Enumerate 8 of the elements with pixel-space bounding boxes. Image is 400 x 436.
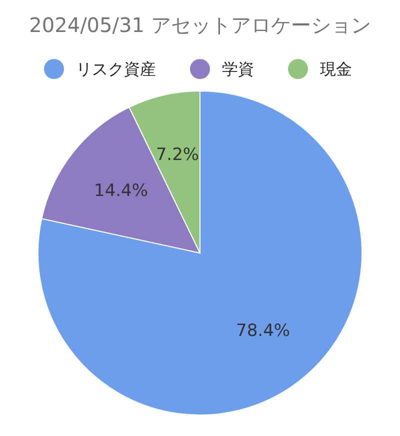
data-label: 7.2%: [156, 145, 200, 166]
chart-title: 2024/05/31 アセットアロケーション: [29, 13, 371, 37]
legend-label: 現金: [320, 60, 352, 78]
pie-slice: [38, 90, 362, 416]
data-label: 78.4%: [236, 321, 290, 342]
legend-label: 学資: [222, 60, 254, 78]
data-label: 14.4%: [94, 180, 148, 201]
legend-label: リスク資産: [76, 60, 156, 78]
